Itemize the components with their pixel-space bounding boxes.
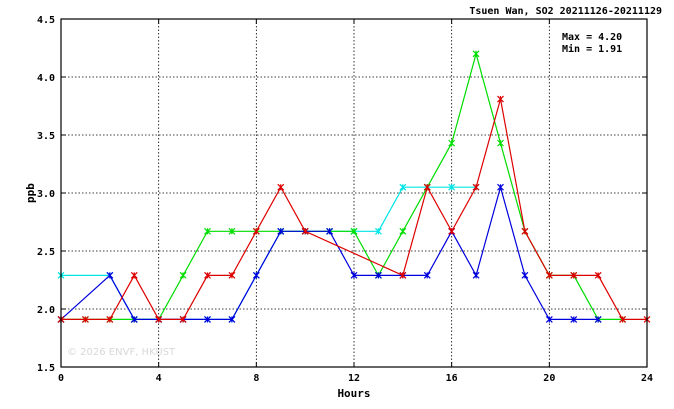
series-4-point (545, 271, 553, 279)
watermark: © 2026 ENVF, HKUST (67, 347, 176, 358)
series-1-point (448, 183, 456, 191)
series-3-point (570, 316, 578, 323)
series-group (57, 50, 651, 323)
series-2-point (204, 227, 211, 235)
series-4-point (179, 316, 187, 323)
series-3-point (204, 316, 211, 323)
series-4-point (570, 271, 578, 279)
series-3-point (252, 271, 260, 279)
series-4-point (497, 95, 504, 103)
series-4-line (61, 98, 647, 320)
y-tick-label: 4.0 (37, 73, 55, 84)
series-1-point (399, 183, 407, 191)
series-3-point (594, 316, 602, 323)
y-tick-label: 4.5 (37, 15, 55, 26)
series-3-point (423, 271, 431, 279)
series-2-point (350, 227, 358, 235)
series-4-point (619, 316, 627, 323)
series-4-point (594, 271, 602, 279)
max-label: Max = 4.20 (562, 32, 622, 43)
chart-title: Tsuen Wan, SO2 20211126-20211129 (469, 6, 662, 17)
series-4-point (252, 227, 260, 235)
y-tick-label: 1.5 (37, 363, 55, 374)
y-tick-label: 3.5 (37, 131, 55, 142)
series-2-point (228, 227, 236, 235)
series-2-point (399, 227, 407, 235)
y-axis-label: ppb (24, 183, 37, 203)
series-1-point (374, 227, 382, 235)
series-3-point (130, 316, 138, 323)
axis-ticks: 0 4 8 12 16 20 24 1.5 2.0 2.5 3.0 3.5 4.0 4.5 (37, 15, 653, 384)
series-4-point (301, 227, 309, 235)
min-label: Min = 1.91 (562, 43, 622, 55)
series-4-point (228, 271, 236, 279)
series-4-point (81, 316, 89, 323)
series-4-point (399, 271, 407, 279)
series-4-point (130, 271, 138, 279)
series-4-point (521, 227, 529, 235)
x-axis-label: Hours (337, 387, 370, 400)
series-4-point (106, 316, 114, 323)
y-tick-label: 2.0 (37, 305, 55, 316)
x-tick-label: 12 (348, 373, 360, 384)
series-4-point (448, 227, 456, 235)
series-3-point (350, 271, 358, 279)
series-3-point (106, 271, 114, 279)
series-4-point (277, 183, 285, 191)
x-tick-label: 0 (58, 373, 64, 384)
x-tick-label: 16 (446, 373, 458, 384)
series-2-point (472, 50, 480, 58)
x-tick-label: 8 (253, 373, 259, 384)
series-3-point (497, 183, 504, 191)
x-tick-label: 4 (156, 373, 162, 384)
x-tick-label: 20 (543, 373, 555, 384)
series-3-point (472, 271, 480, 279)
series-3-point (374, 271, 382, 279)
x-tick-label: 24 (641, 373, 653, 384)
series-2-point (179, 271, 187, 279)
series-2-point (448, 139, 456, 147)
series-2-point (497, 139, 504, 147)
series-3-point (326, 227, 334, 235)
series-4-point (204, 271, 211, 279)
series-4-point (472, 183, 480, 191)
series-4-point (155, 316, 163, 323)
series-3-point (521, 271, 529, 279)
y-tick-label: 2.5 (37, 247, 55, 258)
series-3-point (545, 316, 553, 323)
series-3-point (277, 227, 285, 235)
y-tick-label: 3.0 (37, 189, 55, 200)
series-4-point (423, 183, 431, 191)
series-3-point (228, 316, 236, 323)
